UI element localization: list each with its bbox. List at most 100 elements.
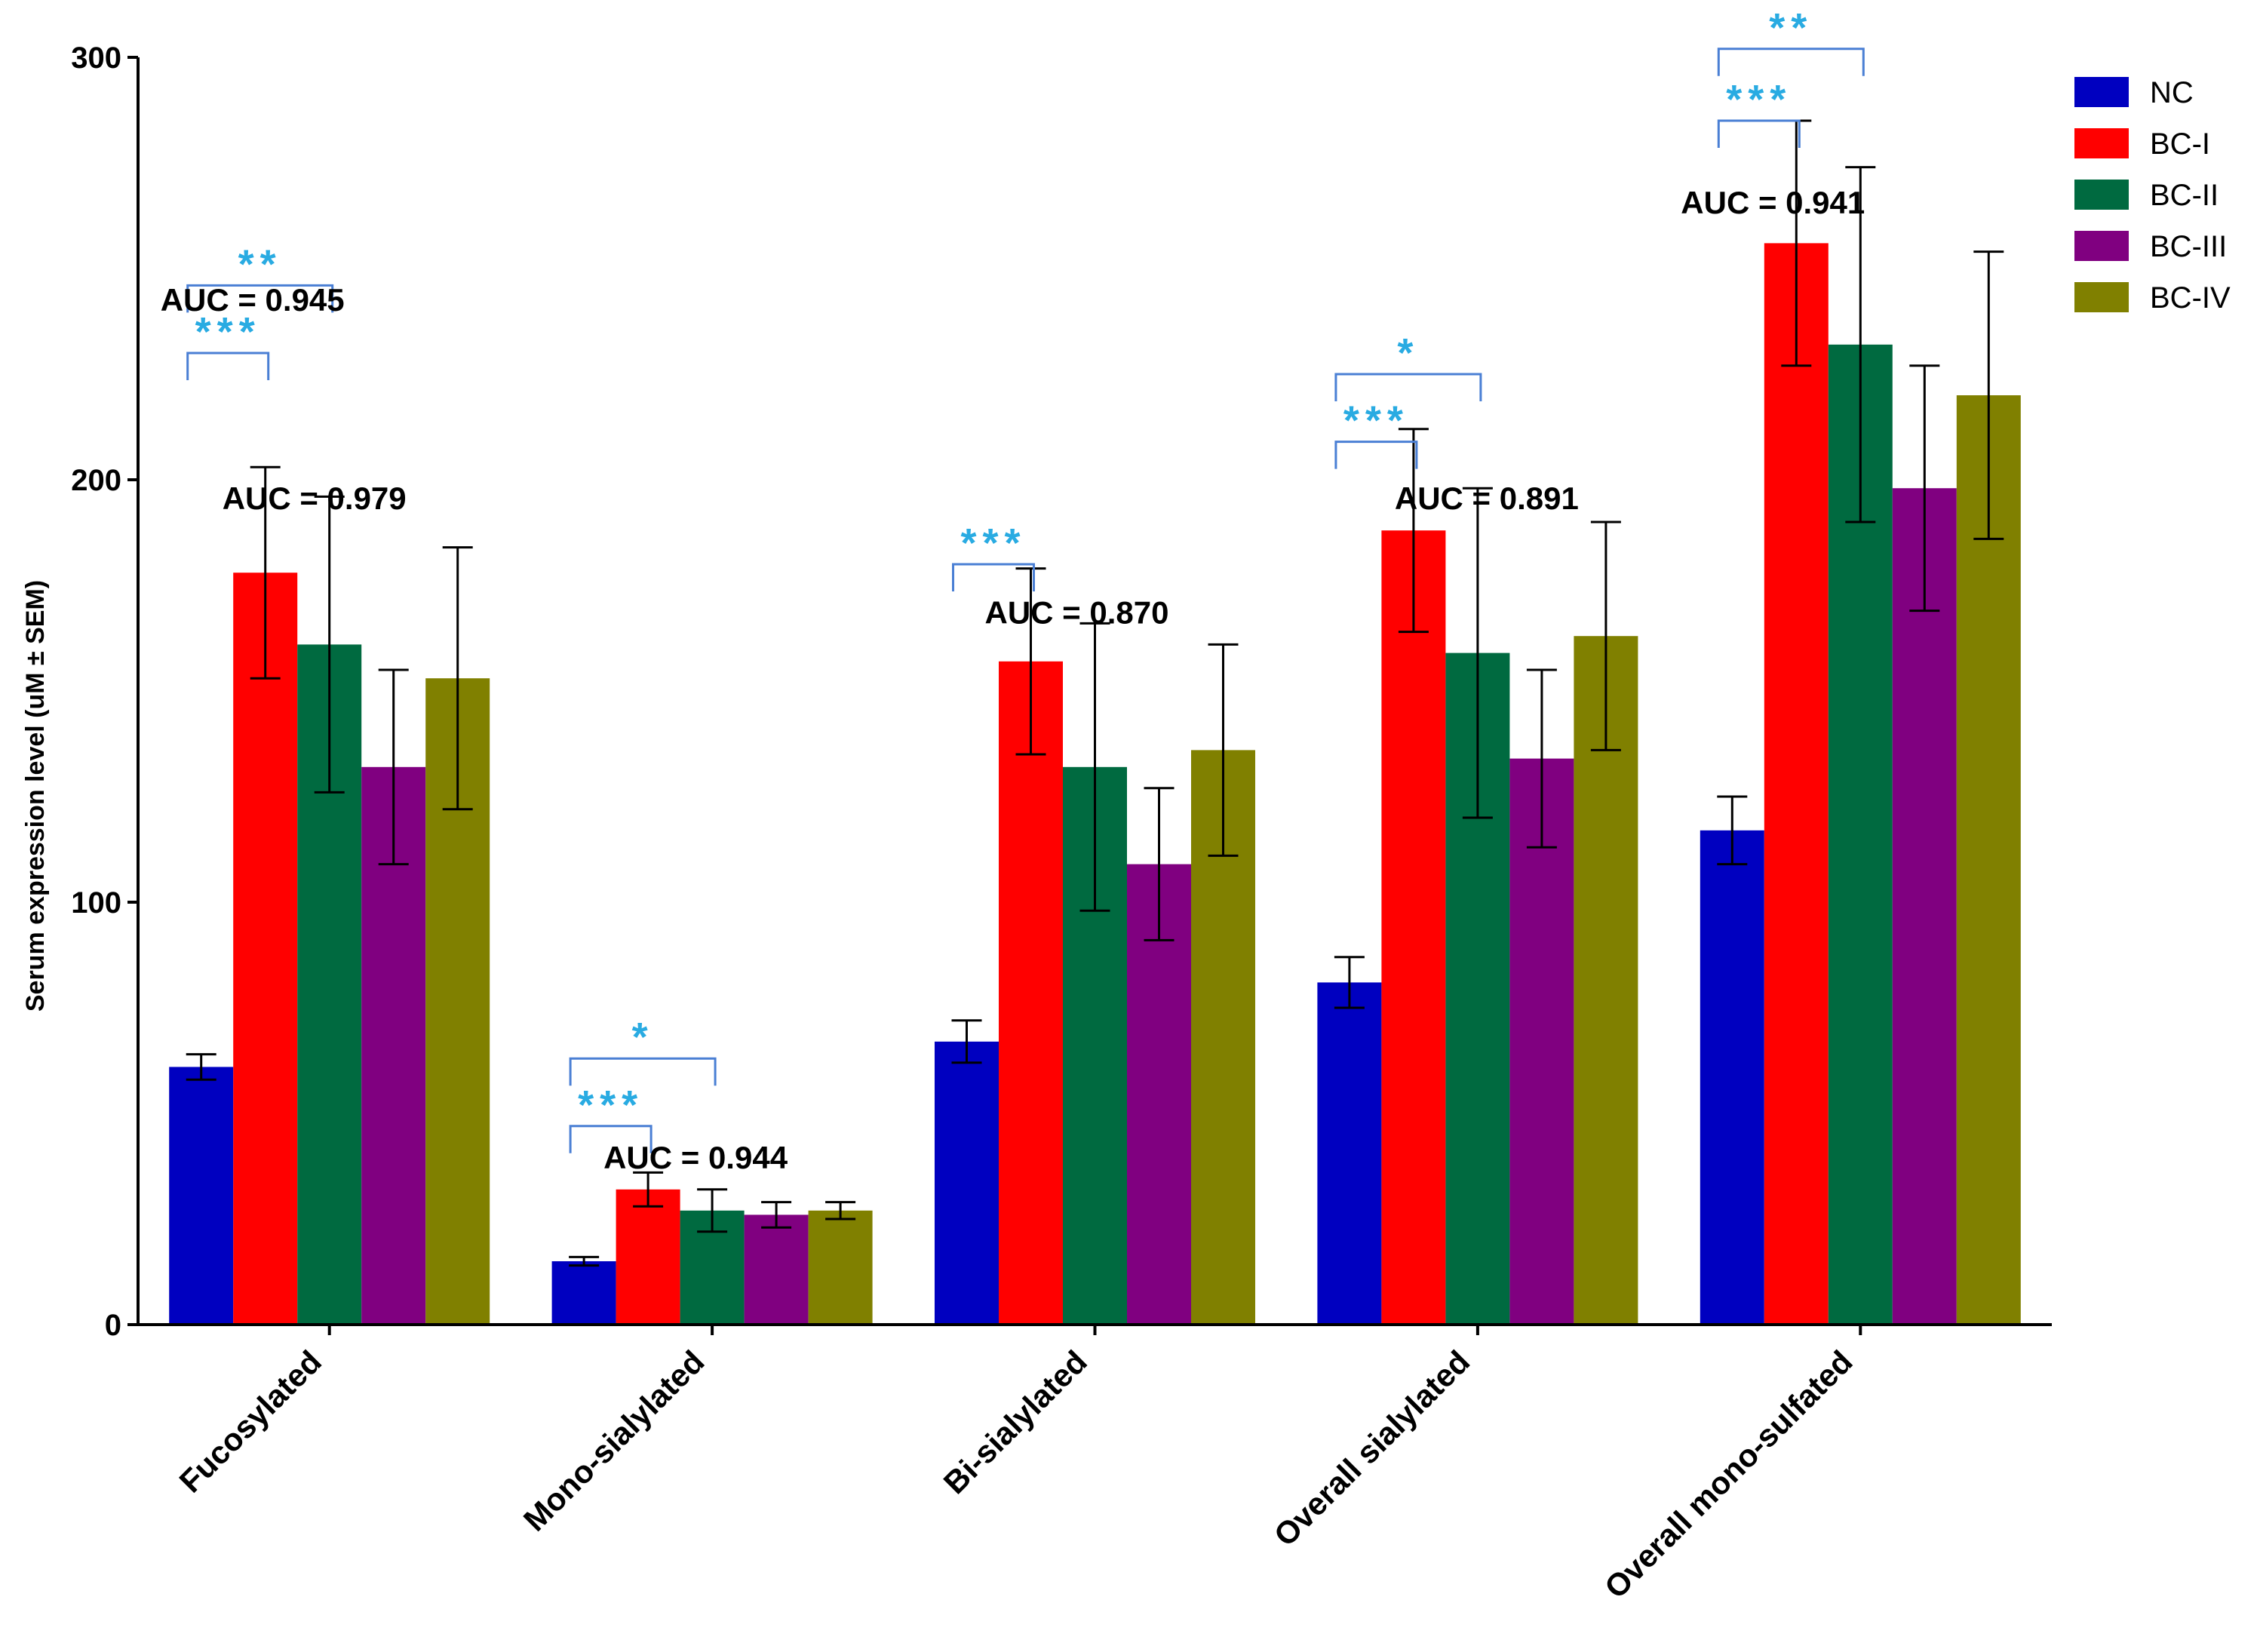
auc-label-fucosylated-1: AUC = 0.979 (223, 481, 407, 516)
significance-bracket (186, 352, 270, 380)
y-axis-title: Serum expression level (uM ± SEM) (21, 580, 50, 1012)
significance-fucosylated-0: ** (186, 241, 334, 313)
significance-stars: * (1397, 330, 1419, 376)
bar-bc-i-overall-mono-sulfated (1764, 243, 1829, 1325)
significance-bracket (1334, 441, 1418, 469)
error-bar-bc-iv-mono-sialylated (825, 1201, 856, 1221)
error-bar-bc-iii-bi-sialylated (1144, 787, 1175, 941)
bar-nc-fucosylated (169, 1067, 234, 1325)
legend-item-bc-iii: BC-III (2074, 230, 2227, 263)
bar-bc-i-overall-sialylated (1381, 530, 1446, 1325)
significance-stars: *** (195, 309, 261, 355)
error-bar-bc-iv-overall-mono-sulfated (1973, 250, 2004, 540)
error-bar-bc-ii-mono-sialylated (697, 1188, 728, 1233)
auc-label-overall-sialylated-4: AUC = 0.891 (1395, 481, 1579, 516)
error-bar-nc-mono-sialylated (569, 1255, 600, 1267)
significance-mono-sialylated-2: * (569, 1015, 717, 1086)
y-tick-label-200: 200 (71, 464, 121, 497)
significance-stars: ** (238, 241, 282, 287)
error-bar-bc-ii-fucosylated (314, 495, 345, 794)
error-bar-bc-i-mono-sialylated (633, 1171, 664, 1208)
legend-swatch-bc-ii (2074, 180, 2129, 210)
legend-swatch-nc (2074, 77, 2129, 107)
significance-bracket (952, 563, 1035, 591)
bar-bc-iii-overall-sialylated (1509, 758, 1574, 1325)
significance-bracket (569, 1057, 717, 1086)
significance-overall-mono-sulfated-7: ** (1717, 5, 1865, 76)
legend-item-bc-ii: BC-II (2074, 179, 2219, 212)
bar-bc-i-bi-sialylated (999, 661, 1063, 1325)
significance-stars: *** (578, 1082, 643, 1128)
error-bar-bc-ii-overall-sialylated (1462, 487, 1493, 819)
bar-bc-iii-mono-sialylated (744, 1214, 809, 1325)
x-axis: Fucosylated Mono-sialylated Bi-sialylated O… (138, 1323, 2052, 1605)
error-bar-nc-overall-sialylated (1334, 956, 1365, 1009)
legend-label-bc-iv: BC-IV (2150, 281, 2231, 315)
x-tick-label-overall-mono-sulfated: Overall mono-sulfated (1598, 1343, 1859, 1605)
error-bar-bc-i-bi-sialylated (1015, 567, 1046, 756)
significance-mono-sialylated-3: *** (569, 1082, 653, 1153)
legend-label-bc-ii: BC-II (2150, 179, 2219, 212)
auc-label-overall-mono-sulfated-5: AUC = 0.941 (1681, 185, 1865, 220)
y-tick-label-100: 100 (71, 886, 121, 920)
error-bar-nc-overall-mono-sulfated (1717, 795, 1748, 866)
error-bar-bc-ii-bi-sialylated (1079, 622, 1110, 912)
x-tick-label-overall-sialylated: Overall sialylated (1267, 1343, 1477, 1553)
y-tick-label-300: 300 (71, 41, 121, 75)
error-bar-bc-ii-overall-mono-sulfated (1845, 166, 1876, 524)
significance-stars: * (632, 1015, 654, 1060)
bar-bc-i-fucosylated (233, 573, 298, 1325)
significance-bi-sialylated-4: *** (952, 520, 1035, 591)
significance-stars: *** (1726, 77, 1792, 122)
legend-swatch-bc-iv (2074, 282, 2129, 312)
bar-bc-iii-overall-mono-sulfated (1892, 488, 1957, 1325)
legend-item-nc: NC (2074, 76, 2194, 109)
legend: NC BC-I BC-II BC-III BC-IV (2074, 76, 2231, 315)
bar-bc-iv-mono-sialylated (808, 1210, 873, 1325)
significance-overall-sialylated-5: * (1334, 330, 1482, 401)
legend-item-bc-i: BC-I (2074, 127, 2210, 161)
error-bar-nc-fucosylated (186, 1053, 216, 1081)
bar-nc-mono-sialylated (551, 1261, 616, 1325)
legend-label-bc-i: BC-I (2150, 127, 2210, 161)
significance-bracket (186, 284, 334, 313)
y-tick-label-0: 0 (105, 1309, 121, 1342)
significance-bracket (1717, 119, 1801, 148)
significance-stars: *** (1343, 398, 1409, 444)
error-bar-bc-iii-fucosylated (378, 668, 409, 866)
bar-bc-i-mono-sialylated (616, 1189, 680, 1325)
error-bar-bc-i-overall-sialylated (1398, 428, 1429, 634)
significance-bracket (1717, 48, 1865, 76)
error-bar-bc-iv-bi-sialylated (1208, 643, 1239, 857)
legend-label-bc-iii: BC-III (2150, 230, 2227, 263)
significance-bracket (1334, 373, 1482, 401)
bar-nc-overall-mono-sulfated (1700, 830, 1764, 1325)
error-bar-bc-i-fucosylated (250, 465, 281, 680)
error-bar-bc-iii-overall-mono-sulfated (1909, 364, 1940, 613)
significance-overall-mono-sulfated-8: *** (1717, 77, 1801, 148)
significance-stars: ** (1769, 5, 1813, 51)
auc-label-fucosylated-0: AUC = 0.945 (161, 282, 345, 318)
significance-bracket (569, 1125, 653, 1153)
x-tick-label-mono-sialylated: Mono-sialylated (517, 1343, 711, 1538)
significance-fucosylated-1: *** (186, 309, 270, 380)
auc-label-bi-sialylated-3: AUC = 0.870 (985, 594, 1169, 630)
error-bar-nc-bi-sialylated (951, 1019, 982, 1064)
error-bar-bc-iv-overall-sialylated (1590, 520, 1621, 751)
error-bar-bc-iii-mono-sialylated (761, 1201, 792, 1229)
legend-item-bc-iv: BC-IV (2074, 281, 2231, 315)
legend-swatch-bc-i (2074, 128, 2129, 158)
error-bar-bc-iv-fucosylated (442, 546, 473, 811)
legend-swatch-bc-iii (2074, 231, 2129, 261)
auc-label-mono-sialylated-2: AUC = 0.944 (603, 1140, 788, 1175)
y-axis: 0 100 200 300 (71, 41, 140, 1342)
significance-overall-sialylated-6: *** (1334, 398, 1418, 469)
legend-label-nc: NC (2150, 76, 2194, 109)
bar-nc-overall-sialylated (1317, 982, 1382, 1325)
plot-area (169, 119, 2021, 1325)
x-tick-label-bi-sialylated: Bi-sialylated (937, 1343, 1094, 1500)
error-bar-bc-iii-overall-sialylated (1526, 668, 1557, 849)
bar-nc-bi-sialylated (935, 1041, 999, 1325)
